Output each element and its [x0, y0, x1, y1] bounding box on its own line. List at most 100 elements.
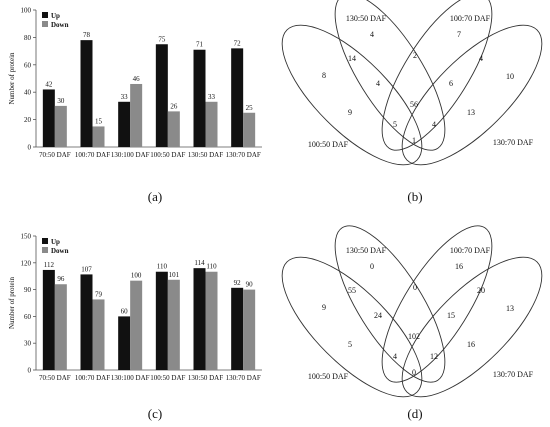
panel-label-d: (d) — [407, 406, 422, 421]
region-count-s100_50__130_70__100_70: 13 — [467, 108, 475, 117]
set-label-130-50: 130:50 DAF — [346, 14, 387, 23]
region-count-s130_50__100_70: 0 — [413, 283, 417, 292]
bar-up — [42, 89, 55, 147]
bar-down — [92, 126, 105, 147]
region-count-s100_50__130_70__100_70: 16 — [467, 340, 475, 349]
set-label-100-50: 100:50 DAF — [308, 140, 349, 149]
region-count-s130_50__130_70: 4 — [393, 352, 397, 361]
region-count-s100_50__130_70__130_50: 9 — [348, 108, 352, 117]
set-label-100-70: 100:70 DAF — [450, 246, 491, 255]
bar-down — [167, 111, 180, 147]
region-count-s130_50__100_70__100_50: 24 — [374, 311, 382, 320]
bar-chart-a: 0 20 40 60 80 100 Number of protein 42 30 70:50 D… — [8, 7, 262, 159]
y-tick-label: 20 — [24, 116, 32, 124]
x-tick-label: 130:100 DAF — [111, 151, 150, 159]
region-count-only_100_50: 9 — [322, 303, 326, 312]
data-label-down: 46 — [133, 75, 141, 83]
data-label-down: 79 — [95, 290, 103, 298]
region-count-all_four: 56 — [410, 100, 418, 109]
bar-down — [130, 280, 143, 370]
data-label-down: 30 — [57, 97, 65, 105]
y-tick-label: 90 — [24, 286, 32, 294]
x-tick-label: 130:100 DAF — [111, 374, 150, 382]
data-label-down: 110 — [206, 263, 217, 271]
bar-up — [80, 274, 93, 370]
y-axis-label: Number of protein — [8, 276, 16, 329]
y-axis-label: Number of protein — [8, 52, 16, 105]
data-label-up: 112 — [44, 261, 55, 269]
x-tick-label: 100:50 DAF — [150, 374, 185, 382]
data-label-down: 96 — [57, 275, 65, 283]
data-label-up: 107 — [81, 265, 92, 273]
y-tick-label: 150 — [21, 233, 32, 241]
region-count-s130_50__100_50: 14 — [348, 54, 356, 63]
data-label-down: 90 — [246, 281, 254, 289]
data-label-down: 33 — [208, 93, 216, 101]
region-count-s130_50__100_50: 55 — [348, 286, 356, 295]
bar-down — [54, 284, 67, 370]
y-tick-label: 30 — [24, 340, 32, 348]
panel-label-b: (b) — [407, 189, 422, 204]
data-label-down: 25 — [246, 104, 254, 112]
legend-label-up: Up — [51, 238, 60, 246]
y-tick-label: 40 — [24, 89, 32, 97]
data-label-down: 26 — [170, 102, 178, 110]
ellipse-100-70 — [381, 0, 493, 151]
region-count-s100_70__130_70: 4 — [479, 54, 483, 63]
bar-down — [243, 289, 256, 370]
ellipse-130-70 — [401, 256, 543, 398]
data-label-up: 33 — [121, 93, 129, 101]
region-count-s100_50__130_70: 0 — [412, 368, 416, 377]
region-count-s130_50__100_70__100_50: 4 — [376, 79, 380, 88]
venn-diagram-b: 130:50 DAF 100:70 DAF 100:50 DAF 130:70 DAF… — [281, 0, 543, 166]
region-count-s130_50__100_70: 2 — [413, 51, 417, 60]
bar-up — [42, 269, 55, 370]
bar-down — [243, 112, 256, 147]
bar-down — [130, 83, 143, 147]
x-tick-label: 100:50 DAF — [150, 151, 185, 159]
ellipse-130-50 — [334, 225, 446, 383]
bar-up — [155, 44, 168, 147]
data-label-up: 114 — [194, 259, 205, 267]
region-count-only_100_70: 7 — [457, 30, 461, 39]
bar-down — [205, 101, 218, 147]
bar-down — [92, 299, 105, 370]
x-tick-label: 130:70 DAF — [226, 151, 261, 159]
region-count-s100_70__130_70: 20 — [477, 286, 485, 295]
x-tick-label: 70:50 DAF — [39, 151, 71, 159]
bar-up — [118, 316, 131, 370]
region-count-s100_50__130_70: 1 — [412, 136, 416, 145]
y-tick-label: 0 — [28, 367, 32, 375]
data-label-down: 100 — [131, 272, 142, 280]
bar-down — [54, 105, 67, 147]
y-tick-label: 60 — [24, 313, 32, 321]
bar-down — [205, 271, 218, 370]
x-tick-label: 130:50 DAF — [188, 151, 223, 159]
y-tick-label: 60 — [24, 61, 32, 69]
ellipse-100-70 — [381, 225, 493, 383]
region-count-s130_50__130_70: 5 — [393, 120, 397, 129]
ellipse-100-50 — [281, 24, 423, 166]
x-tick-label: 100:70 DAF — [75, 374, 110, 382]
x-tick-label: 130:50 DAF — [188, 374, 223, 382]
bar-down — [167, 279, 180, 370]
region-count-all_four: 102 — [408, 332, 420, 341]
set-label-130-70: 130:70 DAF — [493, 370, 534, 379]
y-tick-label: 120 — [21, 259, 32, 267]
region-count-only_100_50: 8 — [322, 71, 326, 80]
x-tick-label: 130:70 DAF — [226, 374, 261, 382]
data-label-up: 75 — [158, 35, 166, 43]
legend-label-down: Down — [51, 247, 69, 255]
legend-swatch-up — [42, 238, 48, 244]
set-label-100-70: 100:70 DAF — [450, 14, 491, 23]
data-label-down: 15 — [95, 117, 103, 125]
region-count-s100_70__100_50: 4 — [432, 120, 436, 129]
venn-diagram-d: 130:50 DAF 100:70 DAF 100:50 DAF 130:70 DAF… — [281, 225, 543, 398]
set-label-130-50: 130:50 DAF — [346, 246, 387, 255]
ellipse-130-70 — [401, 24, 543, 166]
y-tick-label: 80 — [24, 34, 32, 42]
bar-up — [155, 271, 168, 370]
panel-label-c: (c) — [148, 406, 162, 421]
ellipse-100-50 — [281, 256, 423, 398]
